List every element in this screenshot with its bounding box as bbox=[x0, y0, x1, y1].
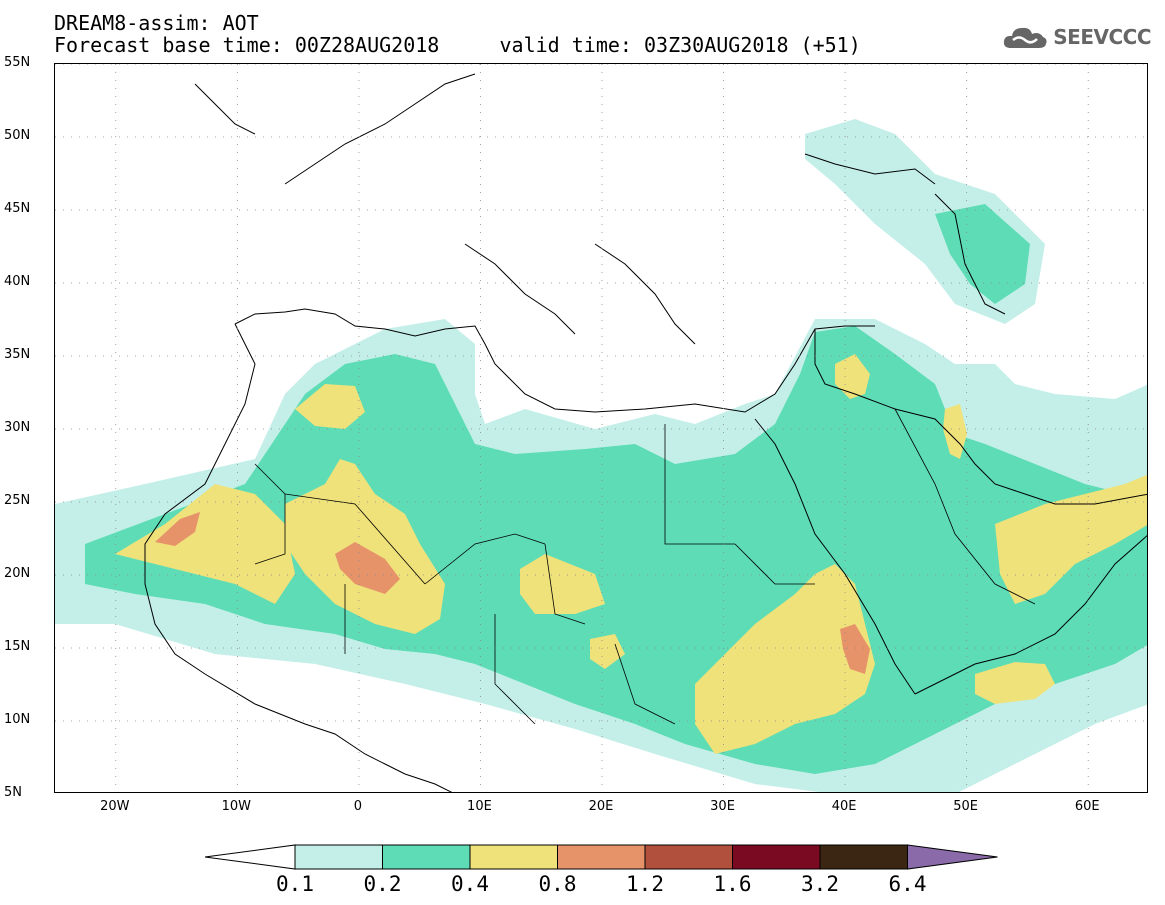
lat-tick-label: 10N bbox=[4, 712, 31, 727]
legend-threshold-label: 0.1 bbox=[276, 872, 314, 896]
legend-upper-extend bbox=[907, 844, 998, 870]
lat-tick-label: 45N bbox=[4, 201, 31, 216]
political-borders bbox=[254, 408, 1036, 725]
aot-layer-0-4 bbox=[115, 354, 1147, 754]
graticule bbox=[55, 64, 1147, 792]
lon-tick-label: 20E bbox=[588, 799, 614, 814]
legend-swatch bbox=[382, 844, 471, 870]
brand-logo: SEEVCCC bbox=[1001, 22, 1151, 52]
lat-tick-label: 55N bbox=[4, 55, 31, 70]
aot-map bbox=[55, 64, 1147, 792]
lat-tick-label: 25N bbox=[4, 493, 31, 508]
legend-threshold-label: 6.4 bbox=[888, 872, 927, 896]
lat-tick-label: 15N bbox=[4, 639, 31, 654]
lat-tick-label: 40N bbox=[4, 274, 31, 289]
brand-name: SEEVCCC bbox=[1053, 25, 1151, 49]
legend-swatch bbox=[294, 844, 383, 870]
legend-lower-extend bbox=[205, 844, 296, 870]
lat-tick-label: 20N bbox=[4, 566, 31, 581]
legend-threshold-label: 0.4 bbox=[451, 872, 489, 896]
lat-tick-label: 50N bbox=[4, 128, 31, 143]
lon-tick-label: 40E bbox=[831, 799, 857, 814]
coastlines bbox=[144, 73, 1147, 792]
lon-tick-label: 30E bbox=[710, 799, 735, 814]
legend-threshold-label: 0.2 bbox=[363, 872, 402, 896]
lon-tick-label: 60E bbox=[1074, 799, 1100, 814]
lat-tick-label: 5N bbox=[4, 785, 22, 800]
lat-tick-label: 30N bbox=[4, 420, 31, 435]
lon-tick-label: 10W bbox=[221, 799, 252, 814]
lat-tick-label: 35N bbox=[4, 347, 31, 362]
legend-swatch bbox=[644, 844, 733, 870]
forecast-times: Forecast base time: 00Z28AUG2018 valid t… bbox=[54, 33, 861, 57]
legend-swatch bbox=[732, 844, 821, 870]
legend-swatch bbox=[557, 844, 646, 870]
lon-tick-label: 0 bbox=[353, 799, 363, 814]
legend-swatch bbox=[819, 844, 908, 870]
legend-threshold-label: 1.6 bbox=[713, 872, 752, 896]
map-panel bbox=[54, 63, 1148, 793]
legend-swatch bbox=[469, 844, 558, 870]
color-legend bbox=[205, 844, 998, 870]
lon-tick-label: 10E bbox=[467, 799, 492, 814]
lon-tick-label: 20W bbox=[100, 799, 130, 814]
legend-threshold-label: 3.2 bbox=[801, 872, 839, 896]
aot-layer-0-2 bbox=[85, 204, 1147, 774]
cloud-icon bbox=[1004, 27, 1047, 48]
lon-tick-label: 50E bbox=[953, 799, 979, 814]
aot-layer-0-8 bbox=[155, 512, 870, 674]
legend-threshold-label: 1.2 bbox=[626, 872, 664, 896]
map-title: DREAM8-assim: AOT bbox=[54, 11, 259, 35]
legend-threshold-label: 0.8 bbox=[538, 872, 577, 896]
